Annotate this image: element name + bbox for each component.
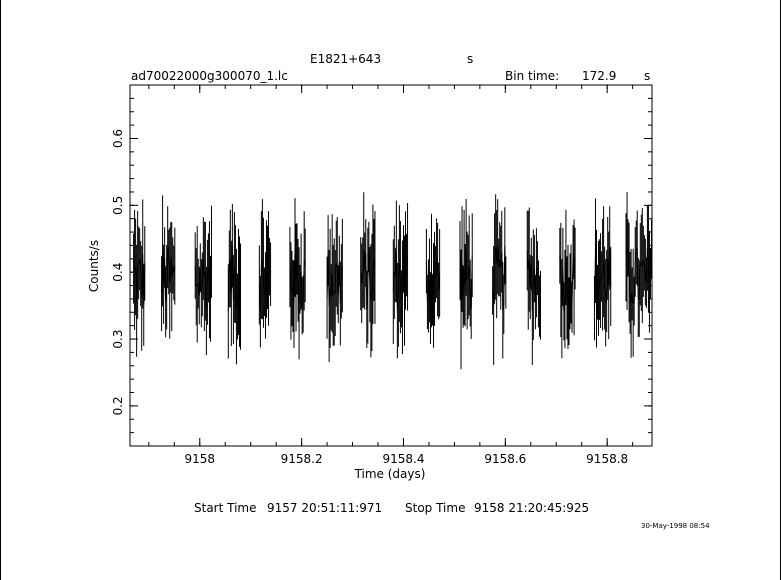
bin-time-value: 172.9 <box>582 69 617 83</box>
chart-title: E1821+643 <box>310 52 382 66</box>
stop-time-value: 9158 21:20:45:925 <box>474 501 590 515</box>
frame-left-border <box>0 0 1 580</box>
y-tick-label: 0.5 <box>111 196 125 215</box>
y-tick-label: 0.3 <box>111 329 125 348</box>
x-axis-label: Time (days) <box>354 467 426 481</box>
axis-ticks: 9158 9158.2 9158.4 9158.6 9158.8 0.2 0.3 0.4 0.5… <box>111 85 652 466</box>
x-tick-label: 9158.8 <box>586 452 628 466</box>
y-tick-label: 0.4 <box>111 263 125 282</box>
bin-time-unit: s <box>644 69 651 83</box>
start-time-label: Start Time <box>194 501 257 515</box>
data-marks <box>133 192 652 370</box>
date-stamp: 30-May-1998 08:54 <box>641 522 710 530</box>
y-tick-label: 0.6 <box>111 129 125 148</box>
x-tick-label: 9158.2 <box>281 452 323 466</box>
light-curve-segment <box>289 247 306 308</box>
bin-time-label: Bin time: <box>505 69 560 83</box>
y-axis-label: Counts/s <box>87 240 101 292</box>
y-tick-label: 0.2 <box>111 396 125 415</box>
chart-title-unit: s <box>467 52 474 66</box>
plot-axes <box>129 84 653 447</box>
x-tick-label: 9158 <box>184 452 215 466</box>
plot-frame <box>129 84 653 447</box>
x-tick-label: 9158.4 <box>382 452 424 466</box>
file-name: ad70022000g300070_1.lc <box>131 69 288 83</box>
start-time-value: 9157 20:51:11:971 <box>267 501 383 515</box>
stop-time-label: Stop Time <box>405 501 466 515</box>
x-tick-label: 9158.6 <box>484 452 526 466</box>
